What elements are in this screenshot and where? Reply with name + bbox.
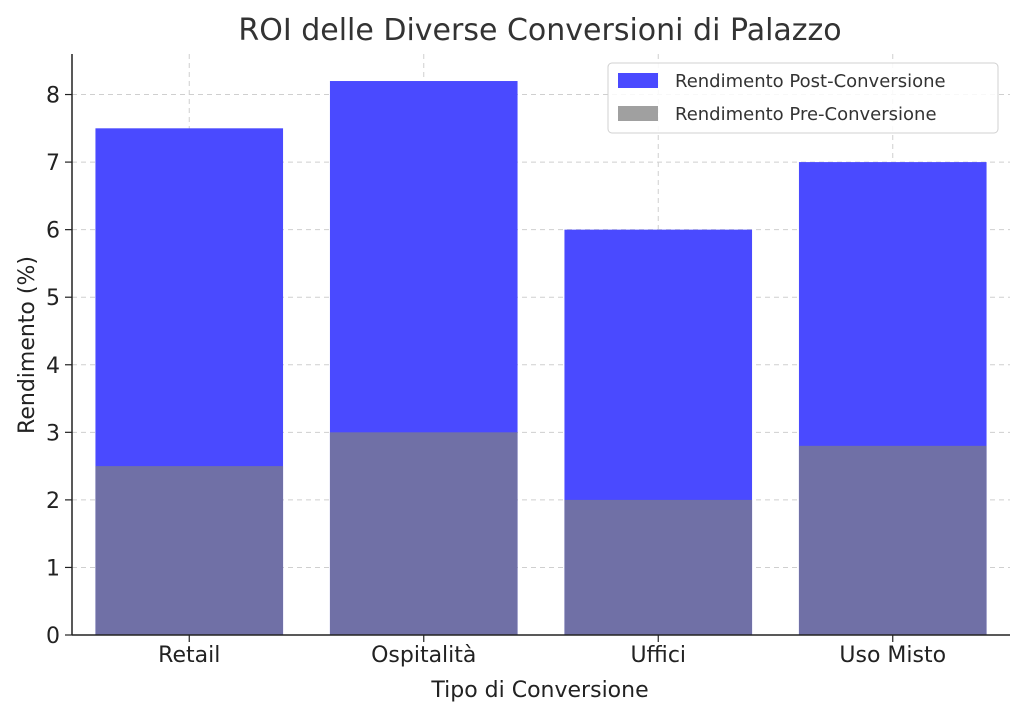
bar-pre-conversion [329, 432, 518, 635]
legend-box [607, 62, 999, 134]
bar-pre-conversion [564, 499, 753, 635]
x-ticks: Retail Ospitalità Uffici Uso Misto [158, 635, 946, 668]
legend-label-pre: Rendimento Pre-Conversione [675, 104, 937, 125]
y-tick-label: 6 [46, 219, 60, 244]
chart-title: ROI delle Diverse Conversioni di Palazzo [238, 13, 841, 48]
y-ticks: 0 1 2 3 4 5 6 7 8 [46, 84, 72, 649]
x-axis-label: Tipo di Conversione [430, 678, 648, 703]
y-axis-label: Rendimento (%) [15, 256, 40, 434]
y-tick-label: 3 [46, 421, 60, 446]
legend: Rendimento Post-Conversione Rendimento P… [607, 62, 999, 134]
x-tick-label: Uso Misto [839, 643, 946, 668]
y-tick-label: 7 [46, 151, 60, 176]
legend-label-post: Rendimento Post-Conversione [675, 71, 946, 92]
y-tick-label: 4 [46, 354, 60, 379]
y-tick-label: 8 [46, 84, 60, 109]
y-tick-label: 5 [46, 286, 60, 311]
bars [95, 81, 987, 635]
y-tick-label: 1 [46, 556, 60, 581]
legend-swatch-pre [618, 106, 658, 121]
x-tick-label: Ospitalità [371, 643, 476, 668]
bar-pre-conversion [798, 445, 987, 635]
x-tick-label: Uffici [630, 643, 686, 668]
legend-swatch-post [618, 73, 658, 88]
y-tick-label: 0 [46, 624, 60, 649]
bar-pre-conversion [95, 466, 284, 635]
axes [71, 54, 1010, 636]
y-tick-label: 2 [46, 489, 60, 514]
x-tick-label: Retail [158, 643, 220, 668]
